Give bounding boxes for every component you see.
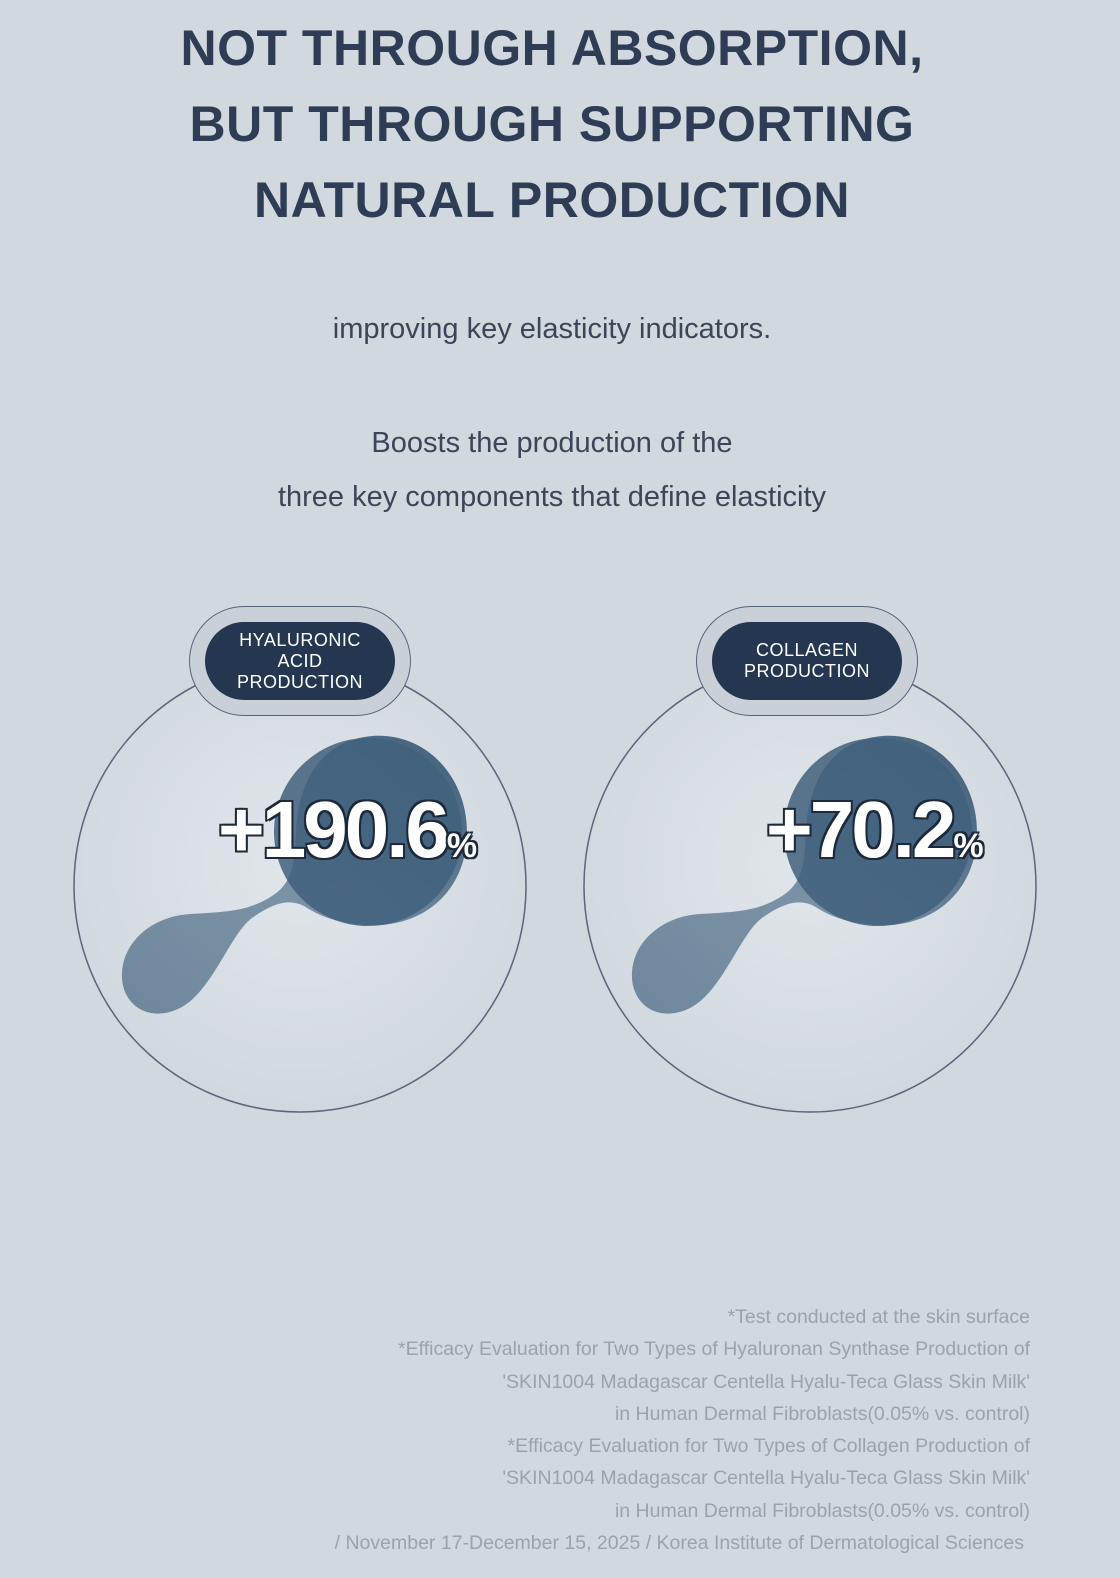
footnote-line: 'SKIN1004 Madagascar Centella Hyalu-Teca… xyxy=(502,1370,1030,1393)
footnotes: *Test conducted at the skin surface *Eff… xyxy=(130,1301,1030,1554)
label-line: HYALURONIC xyxy=(239,629,361,650)
intro-text: improving key elasticity indicators. xyxy=(332,313,772,345)
label-line: COLLAGEN xyxy=(755,640,859,660)
footnote-line: in Human Dermal Fibroblasts(0.05% vs. co… xyxy=(614,1402,1030,1425)
stat-value: +70.2% xyxy=(764,784,984,891)
stat-unit: % xyxy=(952,826,984,866)
subheading-line-1: Boosts the production of the xyxy=(371,427,733,459)
label-pill-frame: COLLAGEN PRODUCTION xyxy=(696,606,918,716)
subheading-line-2: three key components that define elastic… xyxy=(277,481,827,513)
stat-hyaluronic-acid: HYALURONIC ACID PRODUCTION +190.6% xyxy=(72,600,532,1120)
label-line: ACID xyxy=(277,650,323,671)
footnote-source-line: / November 17-December 15, 2025 / Korea … xyxy=(334,1532,1024,1554)
footnote-line: *Efficacy Evaluation for Two Types of Hy… xyxy=(398,1338,1030,1361)
footnote-line: *Test conducted at the skin surface xyxy=(727,1306,1030,1328)
label-pill: COLLAGEN PRODUCTION xyxy=(712,622,902,700)
stat-unit: % xyxy=(446,826,478,866)
headline-line-3: NATURAL PRODUCTION xyxy=(253,172,850,228)
label-pill-frame: HYALURONIC ACID PRODUCTION xyxy=(189,606,411,716)
headline-line-1: NOT THROUGH ABSORPTION, xyxy=(180,20,924,76)
stat-number: +190.6 xyxy=(217,784,452,876)
label-line: PRODUCTION xyxy=(744,661,870,681)
subheading: Boosts the production of the three key c… xyxy=(0,416,1104,524)
label-line: PRODUCTION xyxy=(237,671,363,692)
molecule-illustration xyxy=(73,659,527,1113)
headline: NOT THROUGH ABSORPTION, BUT THROUGH SUPP… xyxy=(0,10,1104,238)
footnote-line: in Human Dermal Fibroblasts(0.05% vs. co… xyxy=(614,1499,1030,1522)
headline-line-2: BUT THROUGH SUPPORTING xyxy=(189,96,915,152)
molecule-illustration xyxy=(583,659,1037,1113)
molecule-head xyxy=(274,738,462,926)
molecule-head xyxy=(784,738,972,926)
stat-collagen: COLLAGEN PRODUCTION +70.2% xyxy=(582,600,1042,1120)
footnote-line: 'SKIN1004 Madagascar Centella Hyalu-Teca… xyxy=(502,1467,1030,1490)
stat-number: +70.2 xyxy=(764,784,957,876)
label-pill: HYALURONIC ACID PRODUCTION xyxy=(205,622,395,700)
stat-value: +190.6% xyxy=(217,784,479,891)
footnote-line: *Efficacy Evaluation for Two Types of Co… xyxy=(507,1435,1030,1458)
